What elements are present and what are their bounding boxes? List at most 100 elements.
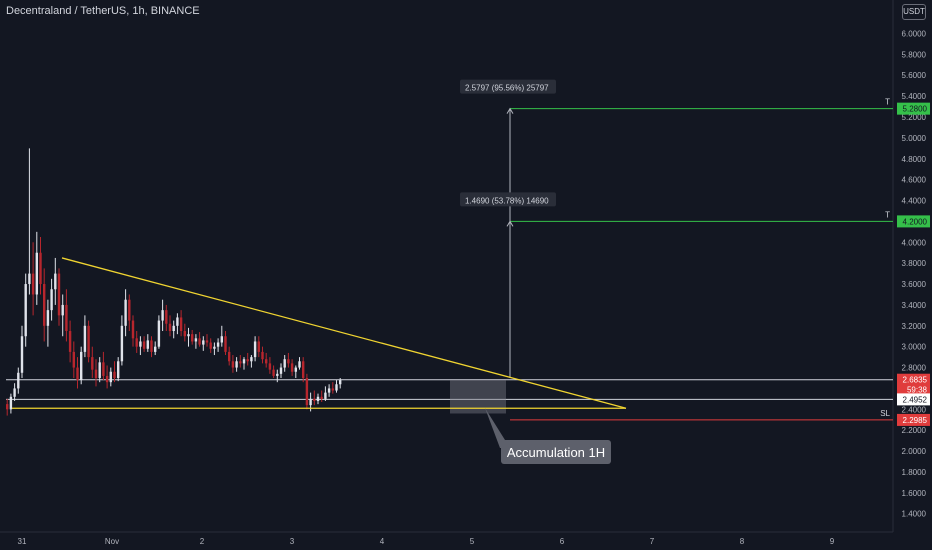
y-tick-label: 6.0000 xyxy=(902,29,927,38)
candle-body xyxy=(261,351,264,360)
candle-body xyxy=(54,273,57,290)
candle-body xyxy=(76,367,79,381)
y-tick-label: 2.2000 xyxy=(902,426,927,435)
candle-body xyxy=(94,369,98,378)
price-label: 5.2800 xyxy=(903,105,928,114)
candle-body xyxy=(276,373,279,376)
x-tick-label: 6 xyxy=(560,537,565,546)
candle-body xyxy=(294,367,297,372)
price-label-bg xyxy=(897,383,930,396)
candle-body xyxy=(43,284,46,326)
x-tick-label: 8 xyxy=(740,537,745,546)
candle-body xyxy=(283,359,286,368)
candle-body xyxy=(205,340,209,343)
candle-body xyxy=(316,396,320,401)
candle-body xyxy=(257,341,260,352)
candle-body xyxy=(61,304,64,316)
candle-body xyxy=(98,362,101,378)
y-tick-label: 4.0000 xyxy=(902,238,927,247)
candle-body xyxy=(242,359,246,364)
x-tick-label: 31 xyxy=(18,537,27,546)
y-tick-label: 2.4000 xyxy=(902,405,927,414)
candle-body xyxy=(13,388,16,397)
price-label: 2.2985 xyxy=(903,416,928,425)
y-tick-label: 5.0000 xyxy=(902,134,927,143)
y-tick-label: 4.8000 xyxy=(902,155,927,164)
candle-body xyxy=(68,331,72,352)
line-label: T xyxy=(885,210,890,219)
price-label: 59:38 xyxy=(907,386,928,395)
measure-arrow-mid xyxy=(506,220,514,227)
candle-body xyxy=(305,378,309,406)
x-tick-label: 5 xyxy=(470,537,475,546)
candle-body xyxy=(17,372,20,389)
price-label-bg xyxy=(897,102,930,115)
y-tick-label: 4.6000 xyxy=(902,176,927,185)
y-tick-label: 5.6000 xyxy=(902,71,927,80)
y-tick-label: 3.4000 xyxy=(902,301,927,310)
measure-label: 1.4690 (53.78%) 14690 xyxy=(465,196,549,205)
candle-body xyxy=(213,346,216,349)
candle-body xyxy=(179,317,183,332)
candle-body xyxy=(80,351,83,381)
measure-label: 2.5797 (95.56%) 25797 xyxy=(465,84,549,93)
candle-body xyxy=(228,351,231,362)
line-label: T xyxy=(885,98,890,107)
candle-body xyxy=(124,299,127,326)
price-label-bg xyxy=(897,373,930,386)
candle-body xyxy=(187,334,190,337)
candle-body xyxy=(327,388,331,393)
candle-body xyxy=(131,320,135,339)
x-tick-label: 2 xyxy=(200,537,205,546)
candle-body xyxy=(287,359,290,364)
candle-body xyxy=(324,392,327,399)
measure-arrow-top xyxy=(506,107,514,114)
candle-body xyxy=(150,340,153,352)
candle-body xyxy=(272,369,275,376)
candle-body xyxy=(302,361,305,378)
candle-body xyxy=(113,371,116,378)
currency-badge[interactable]: USDT xyxy=(902,4,926,20)
y-tick-label: 4.4000 xyxy=(902,197,927,206)
measure-label-bg xyxy=(460,192,556,207)
candle-body xyxy=(309,398,312,406)
candle-body xyxy=(128,299,131,321)
candle-body xyxy=(157,320,161,347)
candle-body xyxy=(31,273,35,295)
candle-body xyxy=(331,388,334,391)
candle-body xyxy=(339,380,342,385)
candle-body xyxy=(57,273,61,316)
measure-label-bg xyxy=(460,79,556,94)
y-tick-label: 3.2000 xyxy=(902,322,927,331)
candle-body xyxy=(46,310,50,326)
triangle-upper-line xyxy=(61,257,627,409)
y-tick-label: 1.4000 xyxy=(902,510,927,519)
price-label: 2.4952 xyxy=(903,395,928,404)
price-axis-area xyxy=(893,0,932,550)
candle-body xyxy=(154,346,157,352)
y-tick-label: 1.6000 xyxy=(902,489,927,498)
y-tick-label: 2.0000 xyxy=(902,447,927,456)
price-label: 2.6835 xyxy=(903,376,928,385)
candle-body xyxy=(191,334,194,342)
candle-body xyxy=(250,357,253,362)
x-tick-label: 9 xyxy=(830,537,835,546)
candle-body xyxy=(39,252,42,285)
candle-body xyxy=(335,384,338,391)
candle-body xyxy=(91,357,94,370)
candle-body xyxy=(246,359,249,362)
candle-body xyxy=(235,361,238,368)
candle-body xyxy=(265,359,268,364)
candle-body xyxy=(35,252,38,295)
candle-body xyxy=(268,363,272,370)
y-tick-label: 3.6000 xyxy=(902,280,927,289)
candle-body xyxy=(298,361,301,368)
candle-body xyxy=(83,325,87,352)
price-label-bg xyxy=(897,215,930,228)
chart-title[interactable]: Decentraland / TetherUS, 1h, BINANCE xyxy=(6,5,200,17)
candle-body xyxy=(50,289,53,311)
candle-body xyxy=(216,342,220,347)
candle-body xyxy=(231,361,235,368)
